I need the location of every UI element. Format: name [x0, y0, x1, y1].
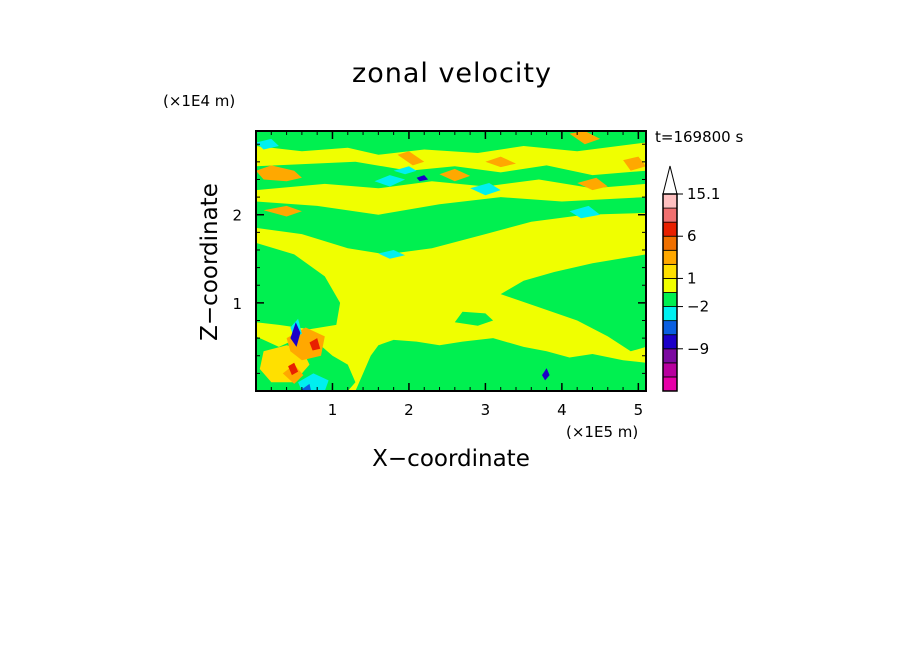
plot-area: [256, 131, 646, 391]
contour-region-11: [397, 151, 425, 166]
contour-region-26: [378, 250, 406, 259]
x-tick-label: 3: [481, 401, 491, 419]
colorbar-level-8: [662, 263, 678, 279]
colorbar-level-13: [662, 193, 678, 209]
contour-region-15: [577, 177, 608, 191]
contour-region-10: [263, 205, 302, 217]
y-tick-label: 2: [232, 207, 242, 225]
colorbar-level-10: [662, 235, 678, 251]
contour-region-24: [470, 183, 501, 196]
colorbar-label: −9: [687, 340, 709, 358]
y-tick-label: 1: [232, 295, 242, 313]
time-label: t=169800 s: [655, 128, 744, 146]
colorbar-level-11: [662, 221, 678, 237]
contour-region-4: [500, 254, 646, 352]
contour-region-25: [569, 205, 601, 219]
colorbar-level-3: [662, 334, 678, 350]
colorbar-extend-arrow: [662, 165, 678, 195]
colorbar-level-12: [662, 207, 678, 223]
contour-region-22: [374, 175, 406, 187]
colorbar-level-2: [662, 348, 678, 364]
colorbar-level-9: [662, 249, 678, 265]
contour-region-20: [309, 338, 321, 351]
axes: 1 2 3 4 5 1 2: [232, 130, 647, 419]
colorbar-frame: [662, 193, 678, 392]
colorbar-label: 6: [687, 227, 697, 245]
contour-region-13: [485, 156, 516, 168]
plot-frame: [255, 130, 647, 392]
x-tick-label: 2: [404, 401, 414, 419]
contour-region-31: [542, 368, 550, 381]
contour-region-21: [256, 138, 279, 150]
colorbar-level-7: [662, 278, 678, 293]
contour-region-32: [301, 383, 312, 391]
x-tick-label: 5: [634, 401, 644, 419]
contour-region-2: [256, 197, 646, 255]
contour-regions: [256, 131, 646, 391]
contour-region-16: [623, 156, 646, 171]
contour-region-19: [288, 362, 299, 376]
x-axis-label: X−coordinate: [372, 446, 530, 472]
chart-title: zonal velocity: [352, 58, 552, 89]
z-scale-label: (×1E4 m): [163, 92, 236, 110]
colorbar-level-6: [662, 292, 678, 307]
colorbar-label: −2: [687, 298, 709, 316]
colorbar-level-1: [662, 362, 678, 378]
colorbar-level-4: [662, 320, 678, 336]
contour-region-12: [439, 168, 471, 182]
contour-region-30: [416, 175, 429, 182]
x-tick-label: 1: [328, 401, 338, 419]
colorbar-label: 15.1: [687, 185, 720, 203]
colorbar-level-0: [662, 376, 678, 392]
contour-region-9: [256, 165, 302, 182]
contour-region-23: [393, 166, 417, 175]
x-tick-label: 4: [557, 401, 567, 419]
colorbar: −9 −2 1 6 15.1: [662, 165, 720, 392]
colorbar-level-5: [662, 306, 678, 322]
contour-region-6: [355, 338, 646, 391]
contour-region-5: [454, 311, 494, 326]
contour-region-3: [256, 242, 341, 330]
x-scale-label: (×1E5 m): [566, 423, 639, 441]
contour-region-29: [290, 322, 301, 347]
contour-region-0: [256, 131, 646, 155]
colorbar-label: 1: [687, 269, 697, 287]
